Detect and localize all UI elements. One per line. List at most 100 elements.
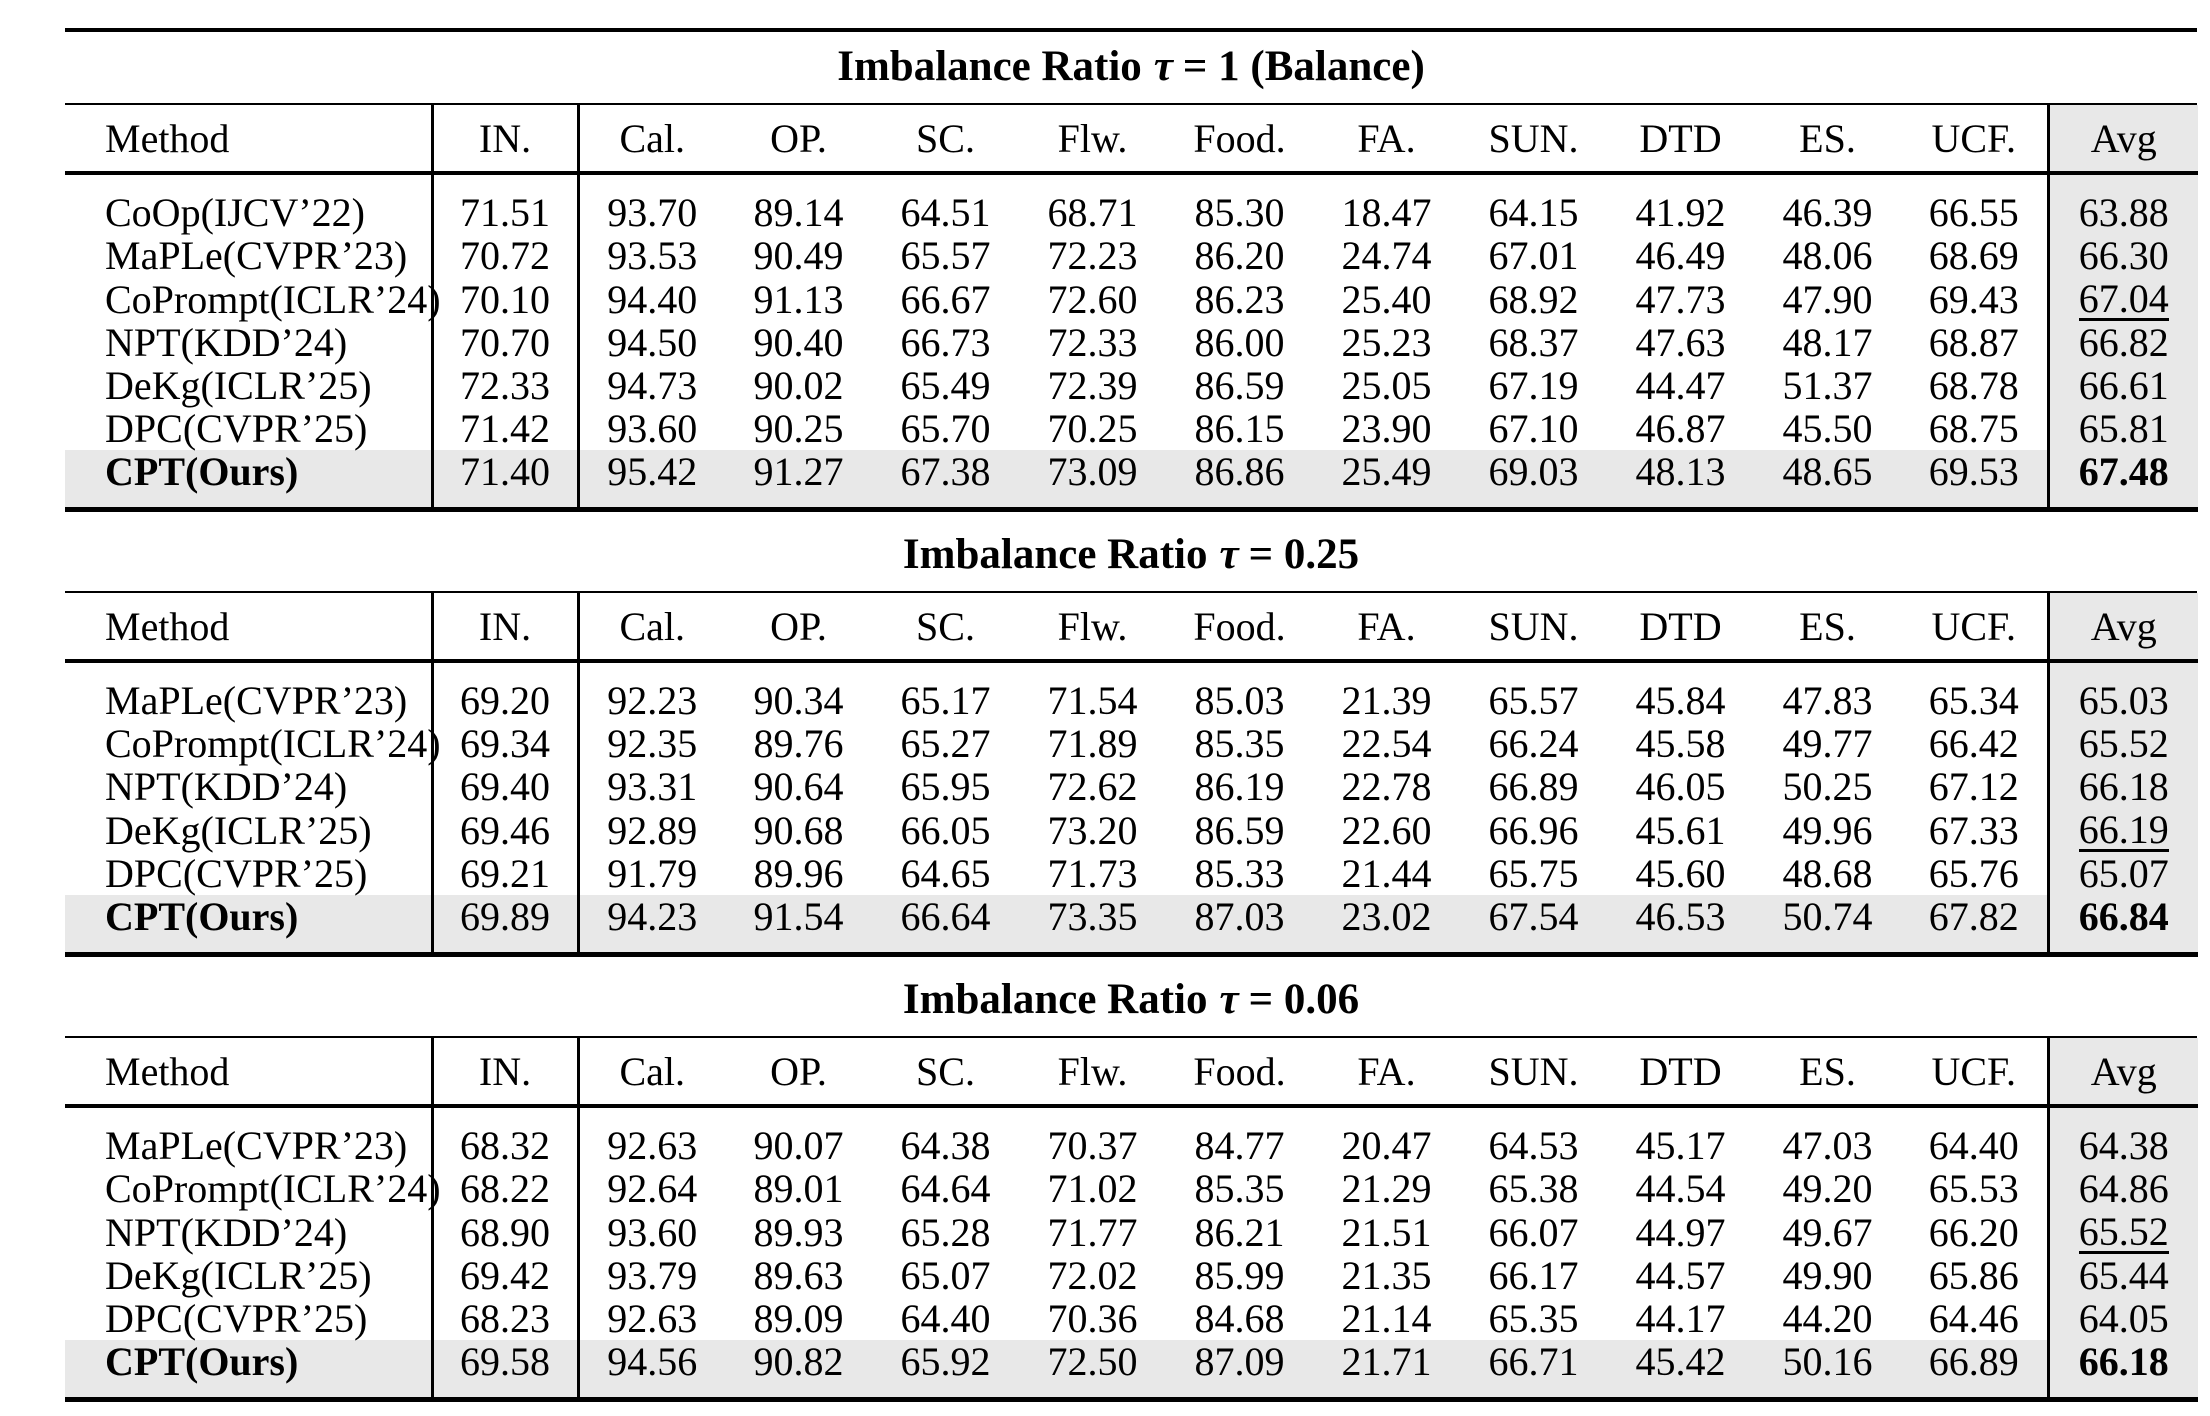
table-row-coprompticlr24: CoPrompt(ICLR’24) 69.34 92.35 89.76 65.27 71.… xyxy=(65,722,2198,765)
value-cell-es: 46.39 xyxy=(1782,190,1873,235)
value-cell-in: 71.51 xyxy=(430,173,578,234)
value-cell-cal: 94.50 xyxy=(576,321,725,364)
value-cell-flw: 68.71 xyxy=(1047,190,1138,235)
column-header-method: Method xyxy=(65,593,432,663)
column-header-food: Food. xyxy=(1166,105,1313,175)
value-cell-op: 90.25 xyxy=(753,406,844,451)
value-cell-es: 50.16 xyxy=(1754,1340,1901,1400)
table-row-nptkdd24: NPT(KDD’24) 69.40 93.31 90.64 65.95 72.62 86.1… xyxy=(65,765,2198,808)
value-cell-in: 69.20 xyxy=(430,661,578,722)
value-cell-flw: 72.02 xyxy=(1047,1253,1138,1298)
value-cell-food: 87.09 xyxy=(1166,1340,1313,1400)
column-header-flw: Flw. xyxy=(1019,105,1166,175)
value-cell-in: 71.42 xyxy=(430,407,578,450)
table-row-nptkdd24: NPT(KDD’24) 70.70 94.50 90.40 66.73 72.33 86.0… xyxy=(65,321,2198,364)
header-row: Method IN. Cal. OP. SC. Flw. Food. FA. SUN. DTD ES… xyxy=(65,1038,2198,1108)
value-cell-es: 44.20 xyxy=(1782,1296,1873,1341)
results-table-tau-006: Method IN. Cal. OP. SC. Flw. Food. FA. SUN. DTD ES… xyxy=(65,1038,2198,1402)
value-cell-ucf: 68.78 xyxy=(1928,363,2019,408)
value-cell-op: 90.02 xyxy=(753,363,844,408)
value-cell-ucf: 67.33 xyxy=(1928,807,2019,853)
value-cell-in: 69.34 xyxy=(430,722,578,765)
method-cell: CPT(Ours) xyxy=(65,1340,432,1400)
value-cell-es: 49.77 xyxy=(1782,721,1873,766)
value-cell-ucf: 66.42 xyxy=(1928,721,2019,766)
value-cell-in: 69.42 xyxy=(430,1254,578,1297)
value-cell-es: 50.74 xyxy=(1754,895,1901,955)
value-cell-sc: 65.17 xyxy=(900,678,991,723)
value-cell-sc: 64.38 xyxy=(900,1123,991,1168)
value-cell-cal: 94.56 xyxy=(576,1340,725,1400)
underlined-avg-value: 66.19 xyxy=(2078,807,2169,852)
value-cell-fa: 23.90 xyxy=(1341,406,1432,451)
value-cell-dtd: 44.17 xyxy=(1635,1296,1726,1341)
title-rest: = 0.06 xyxy=(1248,976,1360,1023)
value-cell-food: 85.35 xyxy=(1194,721,1285,766)
value-cell-flw: 70.36 xyxy=(1047,1296,1138,1341)
value-cell-cal: 92.35 xyxy=(576,722,725,765)
method-cell: DeKg(ICLR’25) xyxy=(105,807,372,853)
value-cell-fa: 21.29 xyxy=(1341,1166,1432,1211)
value-cell-flw: 72.60 xyxy=(1047,276,1138,322)
results-tables-sheet: Imbalance Ratio τ = 1 (Balance) Method IN. C… xyxy=(65,28,2198,1402)
value-cell-dtd: 45.42 xyxy=(1607,1340,1754,1400)
value-cell-food: 85.99 xyxy=(1194,1253,1285,1298)
avg-cell: 66.18 xyxy=(2046,1340,2198,1400)
value-cell-op: 91.13 xyxy=(753,276,844,322)
value-cell-es: 48.06 xyxy=(1782,233,1873,278)
header-row: Method IN. Cal. OP. SC. Flw. Food. FA. SUN. DTD ES… xyxy=(65,593,2198,663)
title-prefix: Imbalance Ratio xyxy=(902,531,1208,578)
column-header-fa: FA. xyxy=(1313,593,1460,663)
value-cell-sc: 66.67 xyxy=(900,276,991,322)
value-cell-cal: 92.23 xyxy=(576,661,725,722)
value-cell-ucf: 66.55 xyxy=(1928,190,2019,235)
value-cell-dtd: 45.58 xyxy=(1635,721,1726,766)
value-cell-sc: 65.49 xyxy=(900,363,991,408)
value-cell-cal: 94.23 xyxy=(576,895,725,955)
value-cell-es: 51.37 xyxy=(1782,363,1873,408)
table-block-tau-006: Imbalance Ratio τ = 0.06 Method IN. Cal. OP. S… xyxy=(65,957,2198,1402)
column-header-avg: Avg xyxy=(2046,1038,2198,1108)
value-cell-flw: 71.73 xyxy=(1047,851,1138,896)
table-row-cptours: CPT(Ours) 69.89 94.23 91.54 66.64 73.35 87.03 2… xyxy=(65,895,2198,955)
value-cell-sc: 66.64 xyxy=(872,895,1019,955)
column-header-avg: Avg xyxy=(2046,593,2198,663)
value-cell-flw: 72.50 xyxy=(1019,1340,1166,1400)
value-cell-ucf: 64.46 xyxy=(1928,1296,2019,1341)
value-cell-cal: 93.31 xyxy=(576,765,725,808)
value-cell-food: 86.86 xyxy=(1166,450,1313,510)
table-row-cptours: CPT(Ours) 69.58 94.56 90.82 65.92 72.50 87.09 2… xyxy=(65,1340,2198,1400)
value-cell-sun: 65.75 xyxy=(1488,851,1579,896)
column-header-dtd: DTD xyxy=(1607,593,1754,663)
method-cell: MaPLe(CVPR’23) xyxy=(105,233,408,278)
value-cell-ucf: 66.89 xyxy=(1901,1340,2048,1400)
value-cell-fa: 21.14 xyxy=(1341,1296,1432,1341)
value-cell-cal: 93.60 xyxy=(576,1210,725,1254)
value-cell-dtd: 41.92 xyxy=(1635,190,1726,235)
avg-cell: 65.81 xyxy=(2046,407,2198,450)
value-cell-sc: 65.92 xyxy=(872,1340,1019,1400)
value-cell-dtd: 48.13 xyxy=(1607,450,1754,510)
value-cell-ucf: 69.53 xyxy=(1901,450,2048,510)
column-header-in: IN. xyxy=(430,1038,578,1108)
value-cell-in: 68.22 xyxy=(430,1167,578,1210)
value-cell-flw: 72.23 xyxy=(1047,233,1138,278)
table-row-cptours: CPT(Ours) 71.40 95.42 91.27 67.38 73.09 86.86 2… xyxy=(65,450,2198,510)
value-cell-dtd: 45.84 xyxy=(1635,678,1726,723)
value-cell-op: 89.09 xyxy=(753,1296,844,1341)
value-cell-op: 89.14 xyxy=(753,190,844,235)
table-title-balance: Imbalance Ratio τ = 1 (Balance) xyxy=(65,28,2197,105)
column-header-method: Method xyxy=(65,1038,432,1108)
value-cell-cal: 93.60 xyxy=(576,407,725,450)
column-header-ucf: UCF. xyxy=(1901,593,2048,663)
value-cell-es: 47.90 xyxy=(1782,276,1873,322)
column-header-avg: Avg xyxy=(2046,105,2198,175)
table-row-coprompticlr24: CoPrompt(ICLR’24) 70.10 94.40 91.13 66.67 72.… xyxy=(65,277,2198,321)
value-cell-op: 90.34 xyxy=(753,678,844,723)
value-cell-sc: 66.73 xyxy=(900,320,991,365)
avg-cell: 65.52 xyxy=(2046,722,2198,765)
table-row-maplecvpr23: MaPLe(CVPR’23) 69.20 92.23 90.34 65.17 71.54 8… xyxy=(65,661,2198,722)
value-cell-sun: 68.37 xyxy=(1488,320,1579,365)
value-cell-flw: 71.54 xyxy=(1047,678,1138,723)
value-cell-sc: 65.28 xyxy=(900,1209,991,1255)
